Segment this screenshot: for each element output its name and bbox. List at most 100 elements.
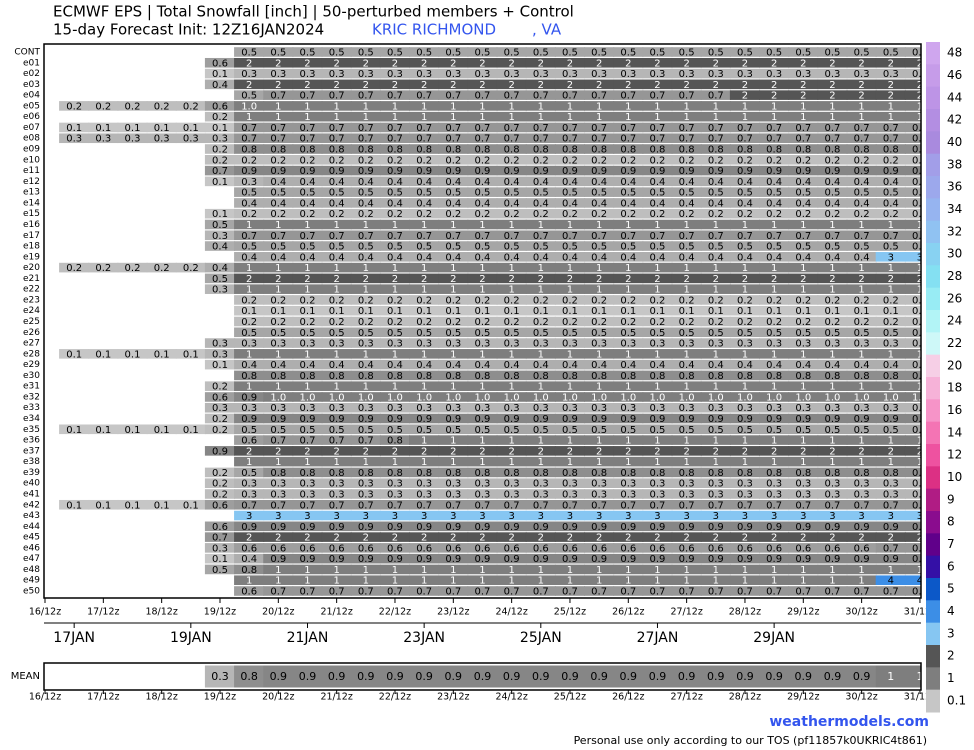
cell-label: 0.4 [766,177,782,188]
cell-label: 0.9 [708,166,724,177]
cell [59,101,90,111]
cell-label: 0.1 [679,306,695,317]
colorbar-swatch [926,511,940,534]
cell-label: 0.4 [300,360,316,371]
cell [671,510,702,521]
cell [321,316,352,327]
cell [788,553,819,564]
cell-label: 1 [771,263,777,274]
cell [788,338,819,348]
cell [496,575,527,586]
cell [875,101,906,111]
date-label: 23JAN [403,630,445,646]
cell-label: 0.2 [300,155,316,166]
cell [496,79,527,90]
cell [117,101,148,111]
cell [438,510,469,521]
cell-label: 0.9 [649,670,667,683]
cell-label: 0.7 [358,91,374,102]
cell-label: 1 [508,263,514,274]
cell [700,359,731,370]
cell-label: 0.2 [125,101,141,112]
cell [292,392,323,402]
cell [438,424,469,435]
cell [117,262,148,273]
cell [350,252,381,262]
cell-label: 0.7 [679,91,695,102]
cell-label: 1.0 [533,392,549,403]
cell-label: 0.8 [270,468,286,479]
cell-label: 0.5 [620,188,636,199]
cell [817,553,848,564]
cell-label: 0.7 [533,500,549,511]
cell [817,586,848,596]
cell [409,208,440,219]
cell-label: 0.5 [912,242,928,253]
cell [642,262,673,273]
cell-label: 0.5 [445,425,461,436]
cell-label: 1 [742,457,748,468]
cell [788,198,819,208]
cell [175,349,206,359]
cell-label: 0.2 [795,317,811,328]
station-state: , VA [532,21,562,39]
cell-label: 1 [392,565,398,576]
cell [263,305,294,316]
cell [875,241,906,251]
cell [525,349,556,359]
cell [613,208,644,219]
cell-label: 3 [508,511,514,522]
cell-label: 0.6 [562,543,578,554]
site-link[interactable]: weathermodels.com [769,714,929,730]
cell-label: 0.7 [504,134,520,145]
cell-label: 1 [479,112,485,123]
cell-label: 1.0 [795,392,811,403]
cell-label: 3 [683,511,689,522]
cell [496,90,527,100]
cell [263,57,294,68]
cell [846,198,877,208]
cell [671,122,702,133]
cell-label: 0.2 [183,101,199,112]
cell [263,241,294,251]
cell-label: 0.8 [445,371,461,382]
cell-label: 0.7 [766,134,782,145]
cell [817,111,848,122]
cell-label: 0.5 [883,242,899,253]
x-tick-label: 30/12z [845,607,877,618]
cell-label: 2 [421,446,427,457]
cell [817,262,848,273]
cell [846,543,877,553]
cell-label: 0.9 [825,414,841,425]
cell-label: 0.1 [825,306,841,317]
cell-label: 3 [742,511,748,522]
colorbar: 4846444240383634323028262422201816141210… [926,42,966,713]
cell [846,499,877,510]
cell [234,133,265,144]
cell-label: 0.7 [475,587,491,598]
cell-label: 3 [829,511,835,522]
cell [671,521,702,532]
cell [846,435,877,445]
cell [904,446,921,456]
cell-label: 1 [800,112,806,123]
cell [642,359,673,370]
cell [379,532,411,542]
cell-label: 1 [771,565,777,576]
cell [729,252,761,262]
cell [759,478,790,488]
cell-label: 0.2 [708,317,724,328]
cell-label: 0.5 [679,328,695,339]
cell [613,349,644,359]
cell-label: 0.7 [737,500,753,511]
cell-label: 0.2 [329,209,345,220]
cell-label: 0.9 [329,522,345,533]
cell [496,489,527,499]
cell [846,295,877,305]
cell [409,532,440,542]
colorbar-swatch [926,64,940,88]
cell-label: 0.7 [825,123,841,134]
cell [438,665,469,688]
cell-label: 0.6 [650,543,666,554]
cell-label: 0.2 [591,317,607,328]
